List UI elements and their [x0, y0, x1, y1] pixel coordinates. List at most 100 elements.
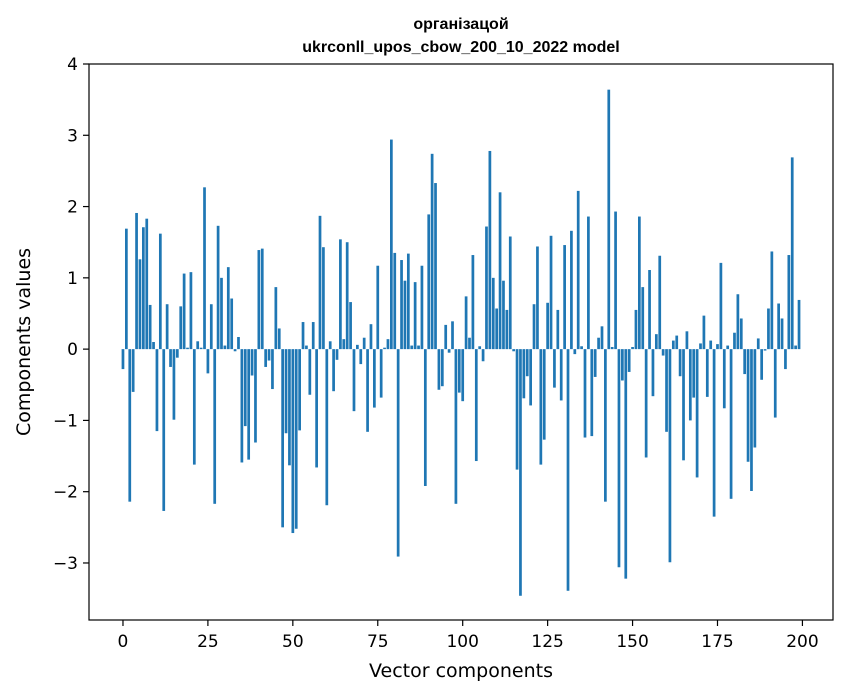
x-tick-label: 175 [701, 632, 733, 652]
bar [142, 227, 145, 350]
bar [230, 298, 234, 350]
bar [495, 308, 499, 350]
bar [158, 233, 162, 350]
bar [621, 349, 624, 381]
bar [539, 349, 543, 465]
bar [135, 212, 138, 350]
bar [294, 349, 298, 529]
bar [709, 340, 713, 350]
bar [359, 349, 363, 365]
bar [288, 349, 291, 466]
bar [773, 349, 777, 418]
bar [379, 349, 383, 398]
bar [549, 235, 553, 350]
bar [682, 349, 685, 461]
bar [719, 262, 723, 350]
bar [651, 349, 655, 397]
bar [356, 344, 359, 350]
bar [739, 318, 743, 350]
bar [753, 349, 757, 448]
bar [427, 214, 431, 350]
bar [366, 349, 369, 432]
bar [175, 349, 179, 358]
bar [597, 337, 600, 350]
bar [179, 306, 183, 350]
bar [311, 322, 315, 350]
bar [777, 303, 780, 350]
bar [417, 345, 420, 350]
bar [406, 253, 410, 350]
bar [213, 349, 217, 504]
bar [576, 190, 580, 350]
bar [522, 349, 526, 399]
bar [590, 349, 594, 437]
bar [688, 349, 692, 421]
bar [587, 216, 590, 350]
bar [525, 349, 529, 377]
bar [322, 247, 325, 350]
bar [692, 349, 696, 398]
bar [553, 349, 556, 388]
bar [668, 349, 672, 563]
bar [790, 157, 794, 350]
bar [763, 349, 767, 351]
bar [678, 349, 682, 377]
bar [220, 277, 223, 350]
bar [508, 236, 512, 350]
y-axis-label: Components values [13, 248, 35, 436]
bar [413, 282, 417, 350]
bar [233, 349, 237, 352]
bar [169, 349, 172, 367]
bar [345, 242, 349, 350]
bar [390, 139, 393, 350]
bar [767, 308, 770, 350]
bar [536, 246, 539, 350]
bar [699, 343, 702, 350]
bar [247, 349, 251, 460]
bar [172, 349, 176, 420]
y-tick-label: −1 [53, 411, 78, 431]
bar [291, 349, 295, 534]
bar [206, 349, 210, 374]
x-tick-label: 75 [367, 632, 389, 652]
bar [491, 277, 495, 350]
bar [654, 334, 658, 350]
bar [474, 349, 478, 462]
bar [733, 332, 736, 350]
bar [760, 349, 764, 380]
bar [743, 349, 747, 375]
bar [189, 272, 193, 350]
bar [396, 349, 400, 557]
bar [383, 347, 386, 350]
y-tick-label: −3 [53, 554, 78, 574]
bar [203, 187, 206, 350]
bar [726, 345, 730, 350]
bar [301, 322, 305, 350]
bar [671, 340, 675, 350]
y-tick-label: 3 [67, 126, 78, 146]
x-tick-label: 0 [118, 632, 129, 652]
bar [464, 296, 468, 350]
bar [770, 251, 774, 350]
bar [420, 265, 424, 350]
bar [634, 309, 638, 350]
bar [325, 349, 329, 506]
bar [243, 349, 247, 427]
bar [695, 349, 699, 478]
bar [610, 346, 614, 350]
y-tick-label: 1 [67, 269, 78, 289]
bar [349, 302, 352, 350]
bar [661, 349, 665, 356]
bar [373, 349, 376, 408]
bar [454, 349, 458, 504]
x-tick-label: 100 [446, 632, 478, 652]
bar [502, 280, 505, 350]
bar [461, 349, 465, 402]
bar [332, 349, 335, 392]
plot-frame [88, 63, 834, 621]
bar [386, 339, 390, 350]
bar [512, 349, 516, 352]
bar [675, 335, 679, 350]
bar [532, 304, 536, 350]
bar [155, 349, 159, 432]
